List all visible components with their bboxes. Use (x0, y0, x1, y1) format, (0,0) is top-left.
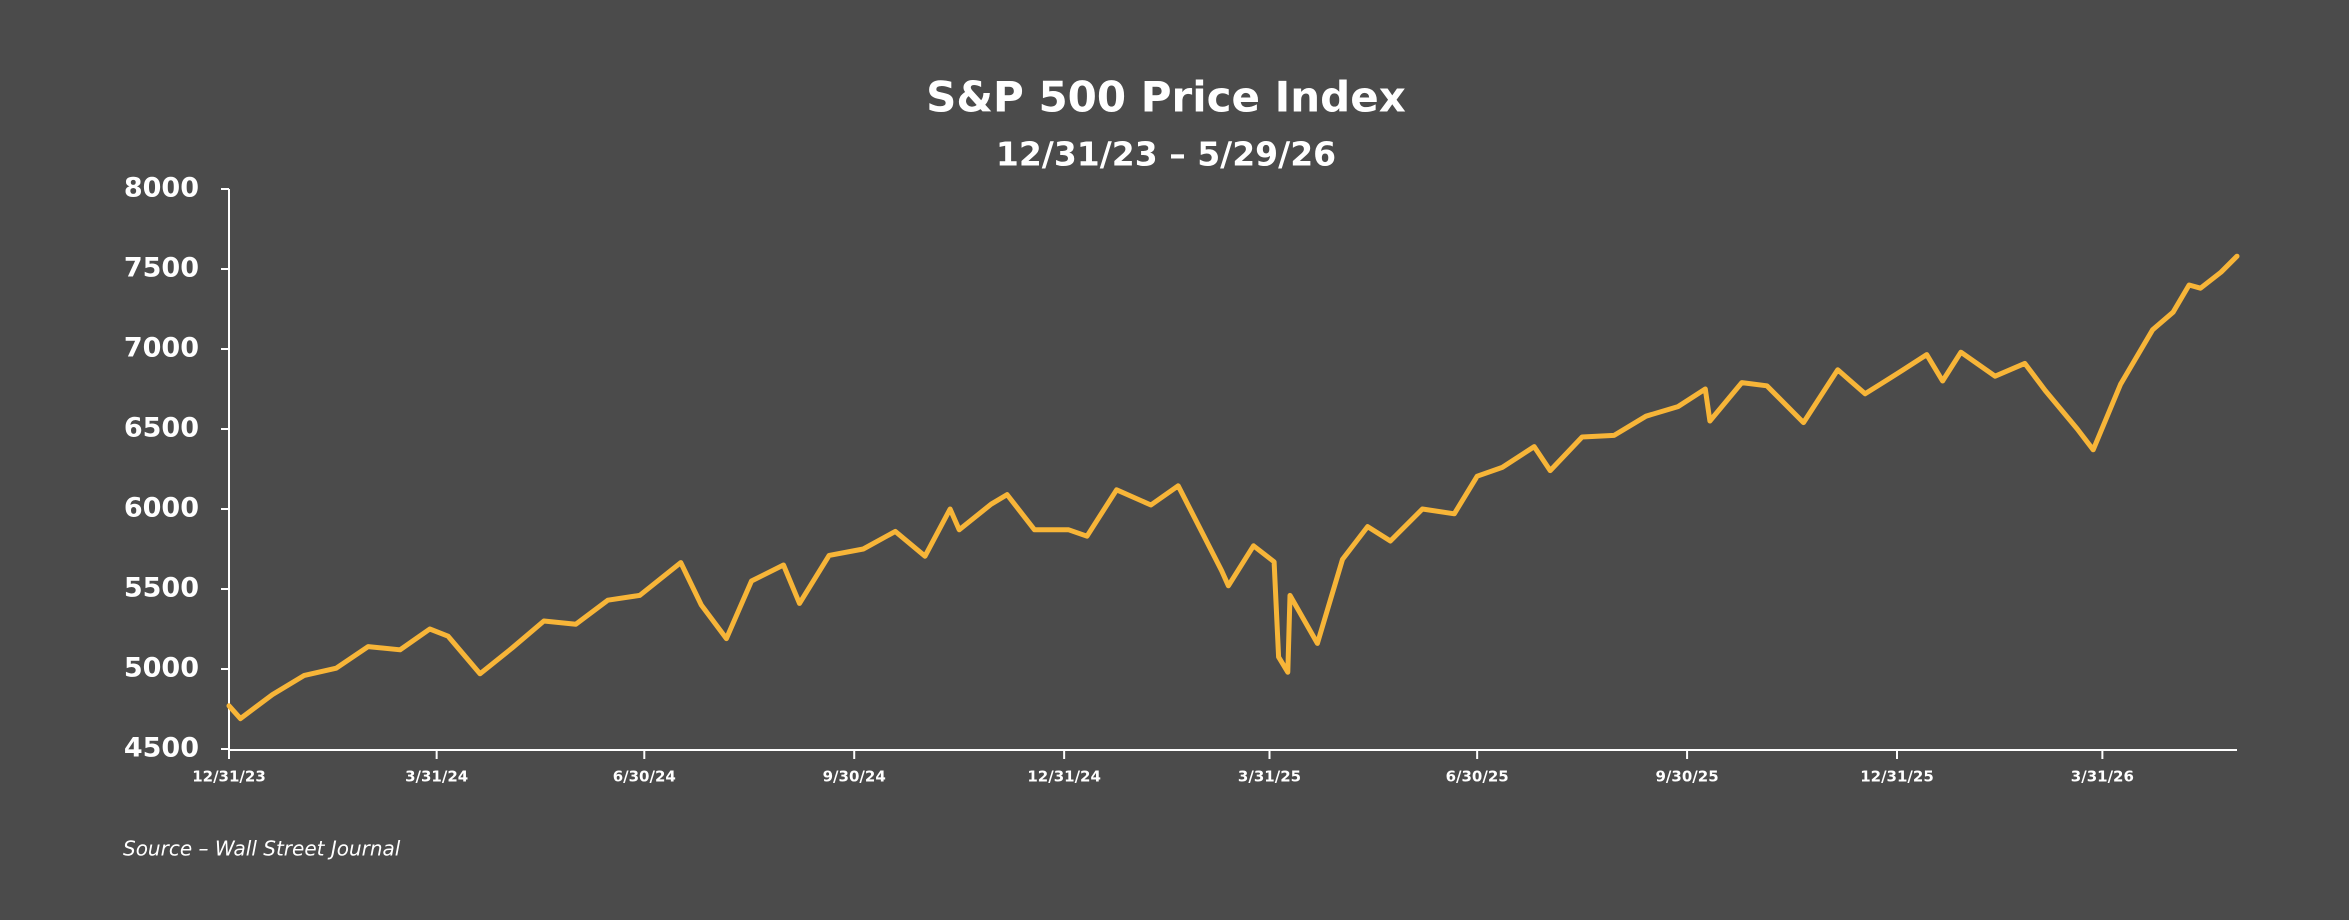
y-tick-label: 4500 (124, 733, 199, 764)
x-tick-label: 9/30/25 (1656, 768, 1719, 786)
y-tick-label: 6500 (124, 413, 199, 444)
y-tick-label: 7000 (124, 333, 199, 364)
chart-subtitle: 12/31/23 – 5/29/26 (996, 135, 1336, 174)
x-tick-label: 6/30/25 (1446, 768, 1509, 786)
y-tick-label: 7500 (124, 253, 199, 284)
y-tick-label: 6000 (124, 493, 199, 524)
chart-title: S&P 500 Price Index (926, 73, 1406, 122)
price-line (226, 253, 2240, 722)
y-tick-label: 8000 (124, 173, 199, 204)
x-tick-label: 3/31/25 (1238, 768, 1301, 786)
x-tick-label: 3/31/26 (2071, 768, 2134, 786)
x-tick-label: 12/31/25 (1860, 768, 1934, 786)
y-tick-label: 5500 (124, 573, 199, 604)
source-note: Source – Wall Street Journal (123, 837, 401, 861)
x-tick-label: 9/30/24 (823, 768, 886, 786)
x-tick-label: 6/30/24 (613, 768, 676, 786)
x-tick-label: 12/31/24 (1027, 768, 1101, 786)
x-tick-label: 3/31/24 (405, 768, 468, 786)
y-tick-label: 5000 (124, 653, 199, 684)
x-tick-label: 12/31/23 (192, 768, 266, 786)
